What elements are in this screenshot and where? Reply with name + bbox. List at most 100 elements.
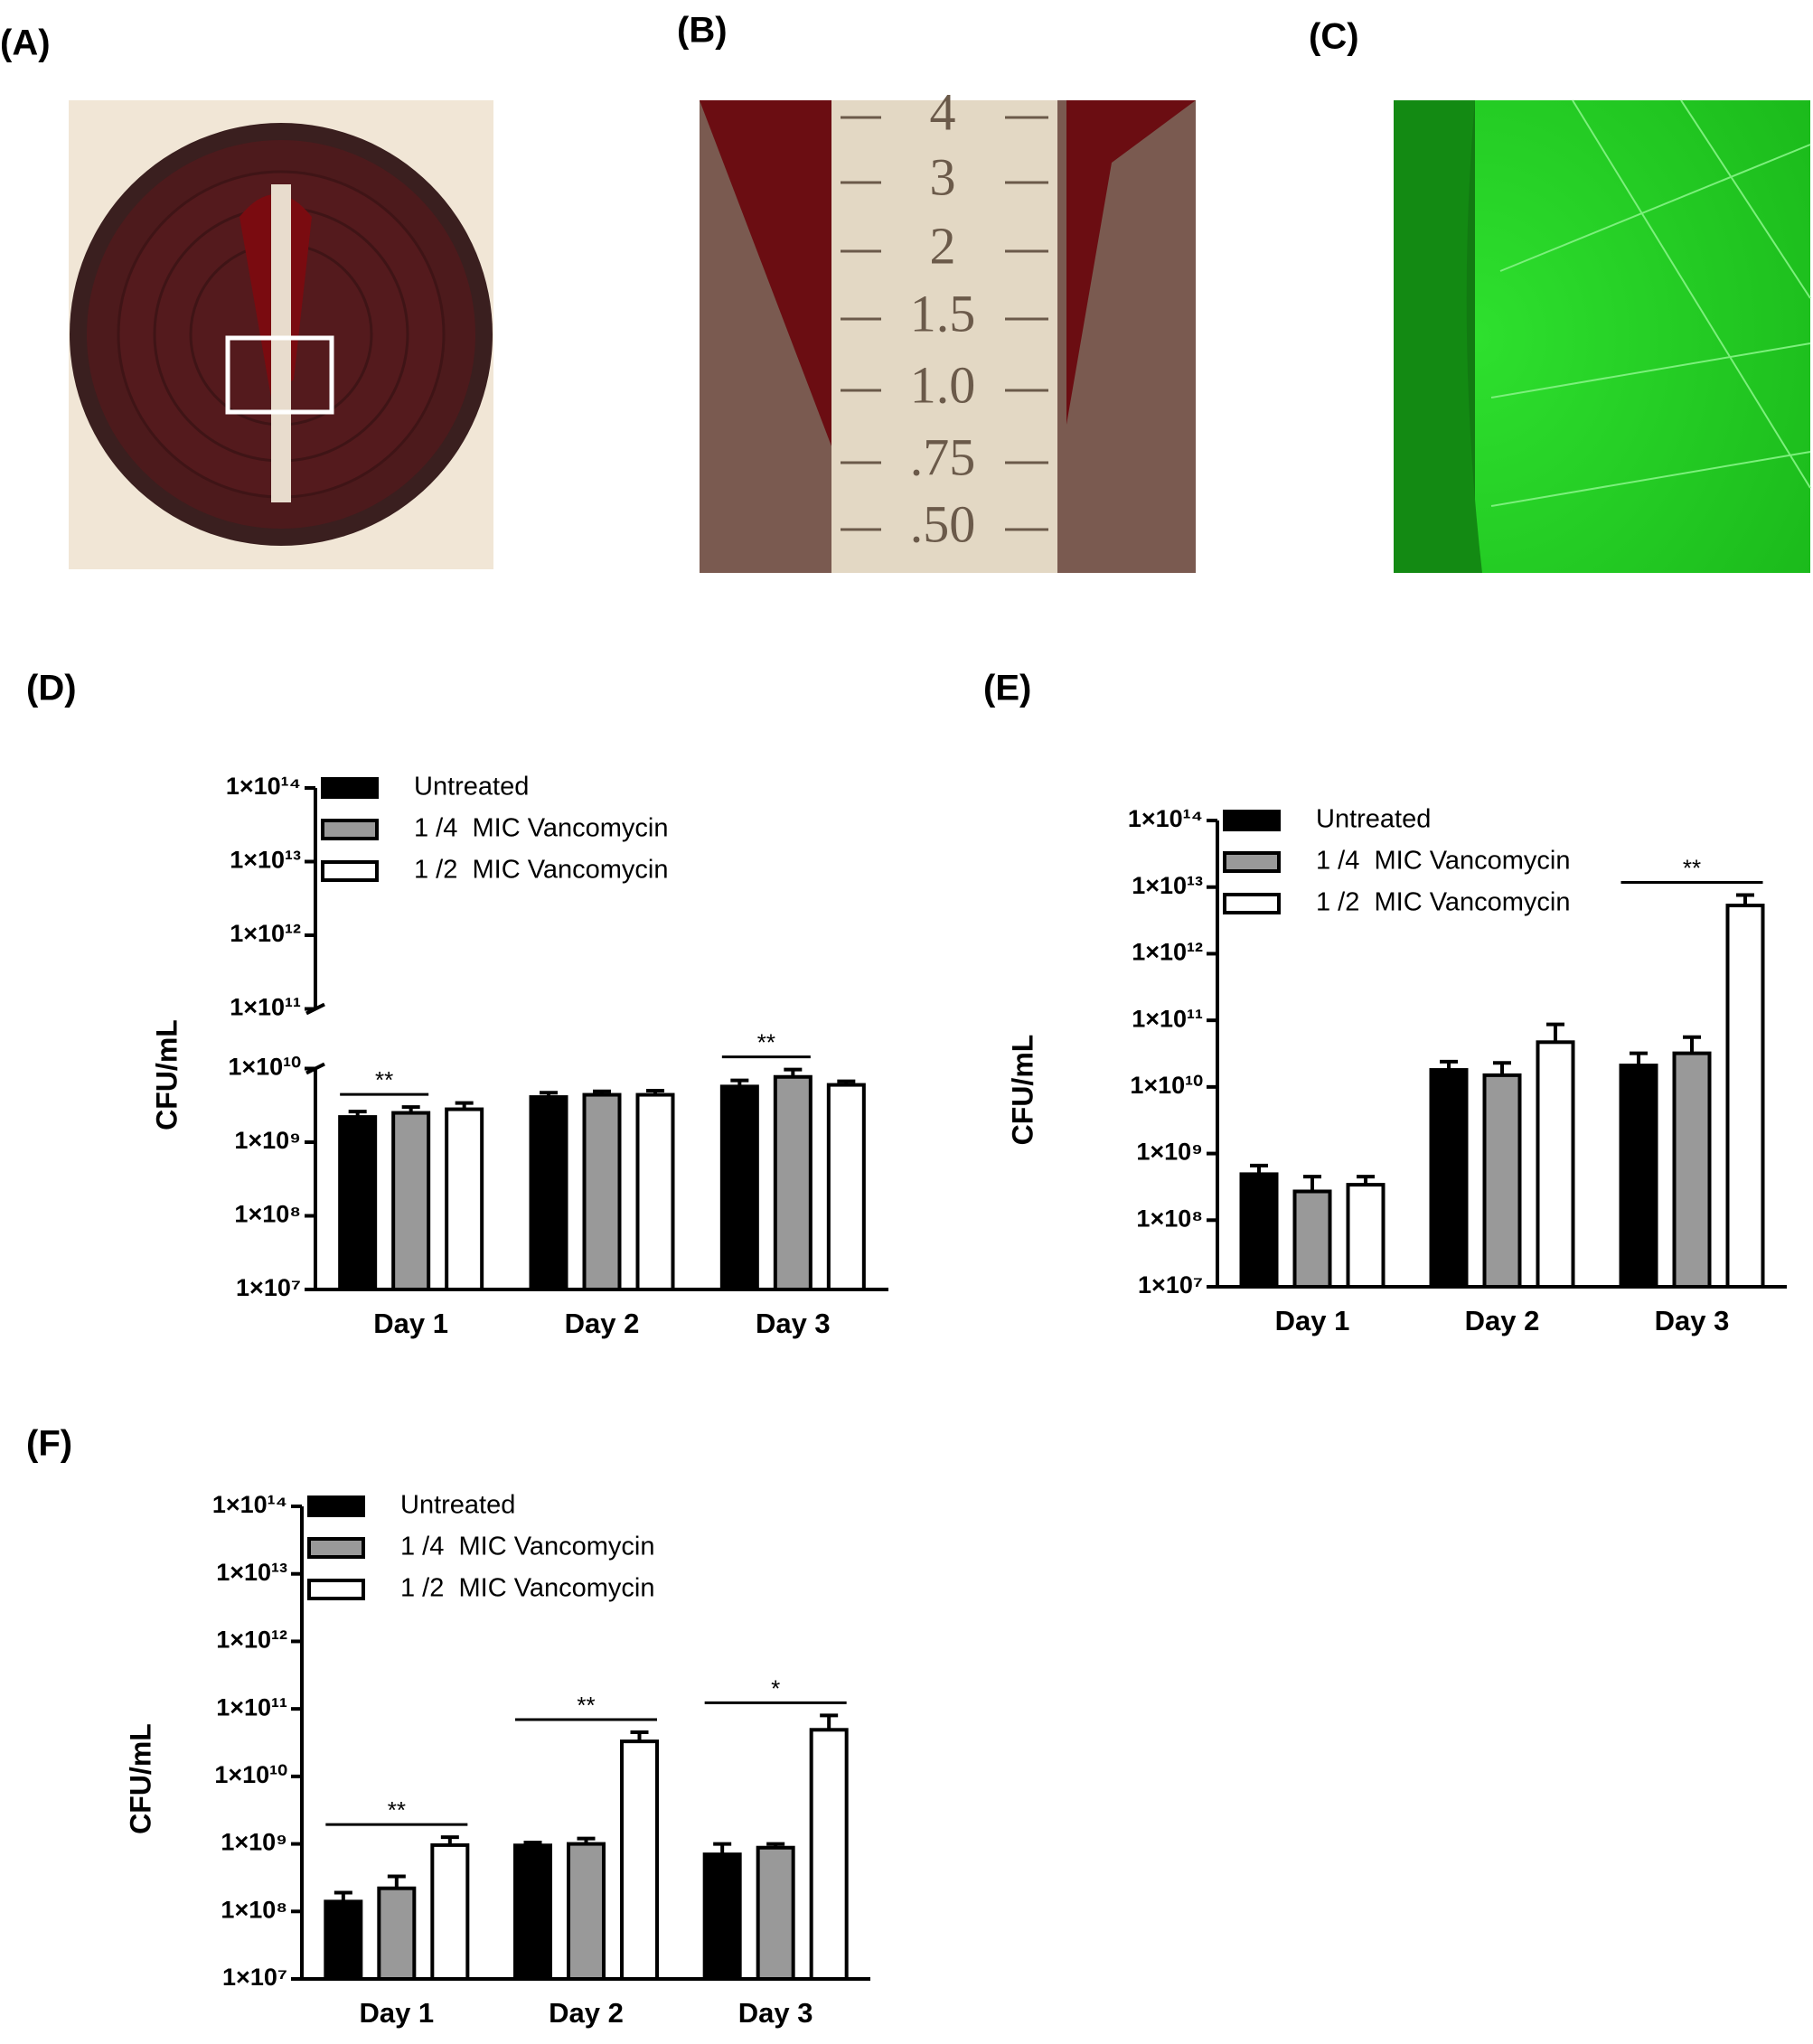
x-tick-label: Day 3 — [1655, 1305, 1730, 1336]
legend-swatch — [1223, 851, 1281, 873]
panel-label: (D) — [26, 669, 77, 708]
photo-b: 4 3 2 1.5 1.0 .75 .50 — [700, 82, 1196, 573]
legend-label: 1 /2 MIC Vancomycin — [1316, 888, 1571, 917]
photo-c — [1394, 99, 1811, 573]
legend-label: 1 /4 MIC Vancomycin — [414, 814, 669, 843]
significance-label: ** — [388, 1796, 406, 1824]
scale-label: 3 — [930, 147, 956, 206]
bar — [756, 1845, 795, 1981]
scale-label: 2 — [930, 216, 956, 275]
bar — [391, 1111, 431, 1291]
bar — [338, 1115, 378, 1291]
legend-swatch — [321, 777, 379, 799]
legend-label: 1 /2 MIC Vancomycin — [414, 856, 669, 885]
y-tick-label: 1×10¹⁰ — [228, 1054, 301, 1081]
photo-a — [69, 100, 493, 569]
y-tick-label: 1×10⁹ — [221, 1829, 287, 1856]
y-tick-label: 1×10¹⁴ — [212, 1491, 287, 1518]
y-axis-label: CFU/mL — [1006, 1035, 1038, 1146]
bar — [809, 1728, 849, 1982]
y-tick-label: 1×10¹² — [1132, 939, 1203, 966]
significance-label: ** — [577, 1692, 595, 1719]
scale-label: 1.0 — [910, 355, 976, 414]
y-axis-label: CFU/mL — [124, 1723, 156, 1834]
bar — [702, 1852, 742, 1981]
y-axis-label: CFU/mL — [150, 1019, 183, 1130]
y-tick-label: 1×10⁷ — [1138, 1271, 1203, 1299]
panel-label: (E) — [983, 669, 1031, 708]
bar — [719, 1084, 759, 1292]
significance-label: * — [771, 1674, 780, 1702]
x-tick-label: Day 1 — [359, 1997, 434, 2029]
bar — [1346, 1183, 1386, 1289]
scale-label: 4 — [930, 82, 956, 141]
y-tick-label: 1×10¹⁰ — [214, 1761, 287, 1788]
bar — [567, 1842, 606, 1981]
bar — [430, 1842, 470, 1981]
bar — [826, 1083, 866, 1292]
bar — [1619, 1064, 1658, 1289]
y-tick-label: 1×10¹¹ — [1132, 1005, 1203, 1032]
bar — [1239, 1172, 1279, 1289]
bar — [1725, 904, 1765, 1289]
legend-swatch — [321, 860, 379, 882]
panel-label: (F) — [26, 1424, 72, 1464]
panel-label: (A) — [0, 23, 51, 63]
x-tick-label: Day 2 — [1465, 1305, 1540, 1336]
bar — [324, 1899, 363, 1982]
bar — [529, 1095, 568, 1291]
x-tick-label: Day 2 — [549, 1997, 624, 2029]
y-tick-label: 1×10¹² — [230, 920, 301, 947]
bar — [513, 1843, 552, 1982]
y-tick-label: 1×10¹⁴ — [1128, 805, 1203, 832]
significance-label: ** — [1683, 854, 1701, 881]
legend-swatch — [321, 819, 379, 840]
y-tick-label: 1×10¹³ — [216, 1559, 287, 1586]
y-tick-label: 1×10¹³ — [1132, 872, 1203, 899]
x-tick-label: Day 3 — [738, 1997, 813, 2029]
legend-label: Untreated — [1316, 805, 1431, 834]
scale-label: 1.5 — [910, 284, 976, 342]
significance-label: ** — [757, 1028, 775, 1055]
y-tick-label: 1×10¹⁴ — [226, 773, 301, 800]
y-tick-label: 1×10⁸ — [221, 1896, 287, 1923]
y-tick-label: 1×10⁹ — [234, 1127, 301, 1154]
bar — [773, 1074, 813, 1291]
bar — [635, 1092, 675, 1291]
y-tick-label: 1×10⁷ — [236, 1274, 301, 1301]
panel-label: (B) — [677, 11, 728, 51]
y-tick-label: 1×10¹² — [216, 1627, 287, 1654]
legend-swatch — [307, 1495, 365, 1517]
bar — [620, 1739, 659, 1981]
x-tick-label: Day 1 — [1275, 1305, 1350, 1336]
bar — [1672, 1051, 1712, 1289]
y-tick-label: 1×10⁸ — [1136, 1205, 1203, 1232]
bar — [377, 1886, 417, 1982]
y-tick-label: 1×10⁹ — [1136, 1139, 1203, 1166]
x-tick-label: Day 2 — [565, 1308, 640, 1339]
bar — [445, 1107, 484, 1292]
y-tick-label: 1×10¹³ — [230, 847, 301, 874]
x-tick-label: Day 1 — [373, 1308, 448, 1339]
legend-swatch — [307, 1579, 365, 1600]
scale-labels: 4 3 2 1.5 1.0 .75 .50 — [841, 82, 1048, 553]
legend-label: 1 /2 MIC Vancomycin — [400, 1574, 655, 1603]
y-tick-label: 1×10¹¹ — [230, 994, 301, 1021]
legend-swatch — [307, 1537, 365, 1559]
legend-swatch — [1223, 893, 1281, 914]
x-tick-label: Day 3 — [756, 1308, 831, 1339]
bar — [1292, 1189, 1332, 1289]
bar — [1536, 1040, 1575, 1289]
legend-label: Untreated — [414, 773, 529, 802]
significance-label: ** — [375, 1066, 393, 1093]
scale-label: .75 — [910, 427, 976, 486]
y-tick-label: 1×10⁷ — [222, 1964, 287, 1991]
bar — [1482, 1073, 1522, 1289]
y-tick-label: 1×10¹⁰ — [1130, 1072, 1203, 1099]
legend-swatch — [1223, 810, 1281, 831]
legend-label: 1 /4 MIC Vancomycin — [400, 1533, 655, 1561]
panel-label: (C) — [1309, 17, 1359, 57]
scale-label: .50 — [910, 494, 976, 553]
bar — [582, 1092, 622, 1291]
